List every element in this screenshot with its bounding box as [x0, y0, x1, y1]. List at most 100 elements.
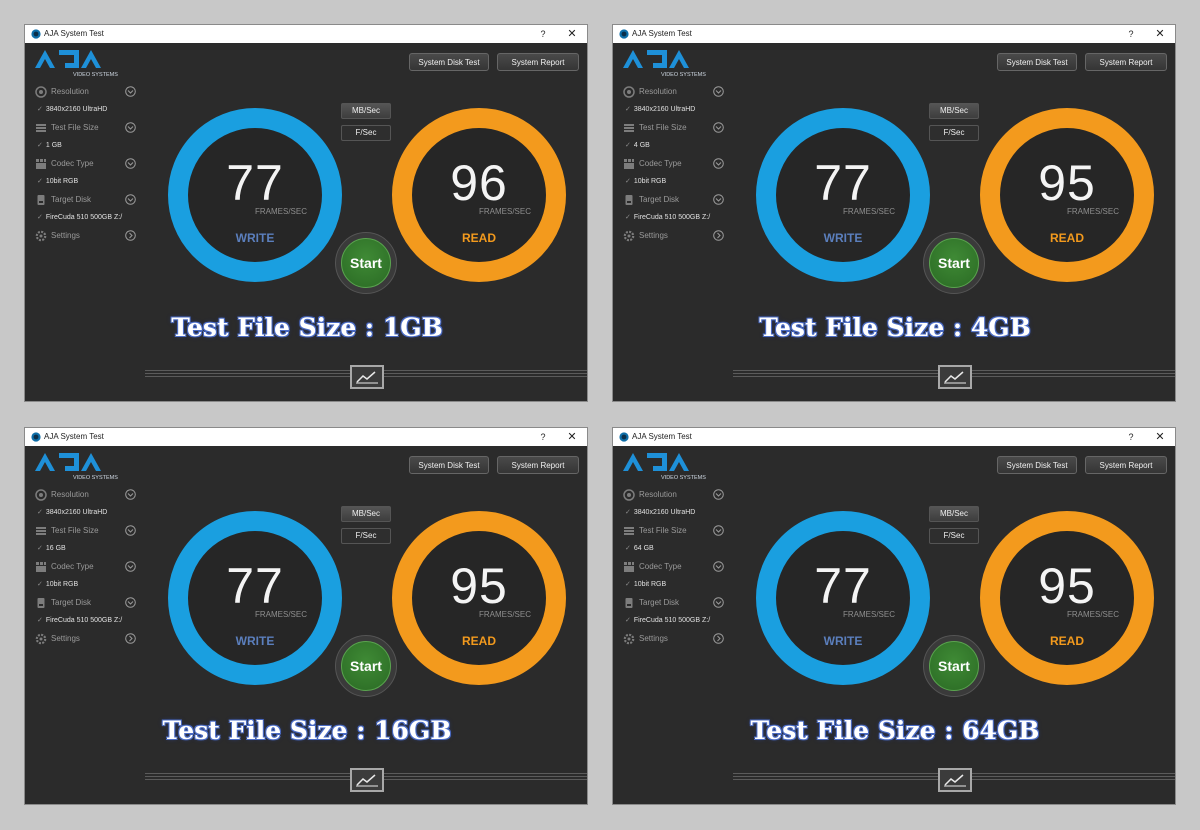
chevron-right-icon[interactable] — [713, 633, 724, 644]
codec-row[interactable]: Codec Type — [623, 155, 727, 173]
settings-sidebar: Resolution ✓ 3840x2160 UltraHD Test File … — [35, 83, 139, 245]
resolution-value: ✓ 3840x2160 UltraHD — [37, 106, 108, 113]
system-disk-test-button[interactable]: System Disk Test — [997, 456, 1077, 474]
target-disk-row[interactable]: Target Disk — [623, 594, 727, 612]
chevron-down-icon[interactable] — [125, 561, 136, 572]
chevron-down-icon[interactable] — [713, 86, 724, 97]
window-title: AJA System Test — [44, 432, 104, 441]
mb-per-sec-toggle[interactable]: MB/Sec — [341, 103, 391, 119]
chevron-down-icon[interactable] — [125, 158, 136, 169]
target-disk-row[interactable]: Target Disk — [35, 191, 139, 209]
chevron-down-icon[interactable] — [713, 525, 724, 536]
stack-icon — [624, 527, 634, 535]
help-button[interactable]: ? — [1128, 432, 1134, 442]
read-unit: FRAMES/SEC — [479, 610, 532, 619]
check-icon: ✓ — [37, 581, 43, 588]
chevron-down-icon[interactable] — [125, 489, 136, 500]
chevron-down-icon[interactable] — [713, 194, 724, 205]
read-value: 95 — [1038, 558, 1096, 614]
target-disk-label: Target Disk — [639, 598, 680, 607]
target-disk-row[interactable]: Target Disk — [623, 191, 727, 209]
resolution-label: Resolution — [51, 490, 89, 499]
system-report-button[interactable]: System Report — [1085, 456, 1167, 474]
settings-row[interactable]: Settings — [623, 227, 727, 245]
chevron-right-icon[interactable] — [125, 230, 136, 241]
frames-per-sec-toggle[interactable]: F/Sec — [341, 125, 391, 141]
read-label: READ — [461, 231, 496, 245]
start-button[interactable]: Start — [341, 238, 391, 288]
frames-per-sec-toggle[interactable]: F/Sec — [341, 528, 391, 544]
chevron-down-icon[interactable] — [125, 194, 136, 205]
mb-per-sec-toggle[interactable]: MB/Sec — [929, 103, 979, 119]
mb-per-sec-toggle[interactable]: MB/Sec — [929, 506, 979, 522]
settings-row[interactable]: Settings — [35, 630, 139, 648]
settings-row[interactable]: Settings — [35, 227, 139, 245]
resolution-row[interactable]: Resolution — [35, 83, 139, 101]
file-size-row[interactable]: Test File Size — [35, 119, 139, 137]
chevron-down-icon[interactable] — [713, 158, 724, 169]
system-report-button[interactable]: System Report — [497, 456, 579, 474]
chevron-down-icon[interactable] — [125, 86, 136, 97]
chevron-down-icon[interactable] — [125, 122, 136, 133]
title-bar: AJA System Test ? ✕ — [25, 25, 587, 43]
graph-toggle-button[interactable] — [350, 768, 384, 792]
resolution-row[interactable]: Resolution — [35, 486, 139, 504]
write-gauge: 77 FRAMES/SEC WRITE — [167, 510, 343, 686]
close-button[interactable]: ✕ — [567, 28, 577, 40]
system-disk-test-button[interactable]: System Disk Test — [409, 53, 489, 71]
system-disk-test-button[interactable]: System Disk Test — [409, 456, 489, 474]
graph-toggle-button[interactable] — [350, 365, 384, 389]
resolution-row[interactable]: Resolution — [623, 486, 727, 504]
read-gauge: 95 FRAMES/SEC READ — [979, 107, 1155, 283]
start-button-ring: Start — [335, 635, 397, 697]
chevron-down-icon[interactable] — [713, 597, 724, 608]
frames-per-sec-toggle[interactable]: F/Sec — [929, 125, 979, 141]
help-button[interactable]: ? — [1128, 29, 1134, 39]
system-report-button[interactable]: System Report — [497, 53, 579, 71]
close-button[interactable]: ✕ — [1155, 431, 1165, 443]
settings-row[interactable]: Settings — [623, 630, 727, 648]
read-label: READ — [1049, 634, 1084, 648]
frames-per-sec-toggle[interactable]: F/Sec — [929, 528, 979, 544]
line-graph-icon — [356, 371, 378, 384]
file-size-row[interactable]: Test File Size — [35, 522, 139, 540]
read-ring — [392, 108, 566, 282]
write-value: 77 — [226, 155, 284, 211]
file-size-row[interactable]: Test File Size — [623, 522, 727, 540]
chevron-down-icon[interactable] — [713, 122, 724, 133]
chevron-down-icon[interactable] — [125, 525, 136, 536]
resolution-row[interactable]: Resolution — [623, 83, 727, 101]
chevron-down-icon[interactable] — [713, 489, 724, 500]
start-button[interactable]: Start — [929, 641, 979, 691]
codec-value: ✓ 10bit RGB — [37, 178, 79, 185]
start-button[interactable]: Start — [341, 641, 391, 691]
close-button[interactable]: ✕ — [1155, 28, 1165, 40]
target-disk-row[interactable]: Target Disk — [35, 594, 139, 612]
check-icon: ✓ — [625, 178, 631, 185]
settings-label: Settings — [639, 634, 668, 643]
file-size-row[interactable]: Test File Size — [623, 119, 727, 137]
codec-row[interactable]: Codec Type — [35, 155, 139, 173]
codec-label: Codec Type — [51, 562, 94, 571]
mb-per-sec-toggle[interactable]: MB/Sec — [341, 506, 391, 522]
chevron-right-icon[interactable] — [125, 633, 136, 644]
start-button[interactable]: Start — [929, 238, 979, 288]
check-icon: ✓ — [37, 617, 43, 624]
system-disk-test-button[interactable]: System Disk Test — [997, 53, 1077, 71]
graph-toggle-button[interactable] — [938, 365, 972, 389]
chevron-down-icon[interactable] — [125, 597, 136, 608]
graph-toggle-button[interactable] — [938, 768, 972, 792]
test-file-size-caption: Test File Size : 16GB — [162, 716, 452, 745]
start-button-ring: Start — [923, 635, 985, 697]
line-graph-icon — [944, 371, 966, 384]
codec-row[interactable]: Codec Type — [35, 558, 139, 576]
chevron-down-icon[interactable] — [713, 561, 724, 572]
help-button[interactable]: ? — [540, 432, 546, 442]
system-report-button[interactable]: System Report — [1085, 53, 1167, 71]
codec-row[interactable]: Codec Type — [623, 558, 727, 576]
close-button[interactable]: ✕ — [567, 431, 577, 443]
help-button[interactable]: ? — [540, 29, 546, 39]
chevron-right-icon[interactable] — [713, 230, 724, 241]
write-unit: FRAMES/SEC — [843, 207, 896, 216]
disk-icon — [625, 195, 633, 205]
